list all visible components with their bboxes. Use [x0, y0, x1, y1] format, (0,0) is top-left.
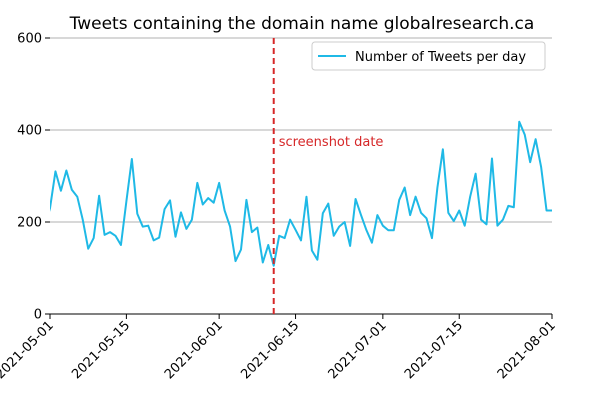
y-tick-label: 600 — [17, 32, 42, 47]
x-tick-label: 2021-05-01 — [0, 318, 57, 382]
series-line — [50, 120, 552, 267]
x-tick-label: 2021-05-15 — [69, 318, 133, 382]
x-axis-ticks: 2021-05-01 2021-05-15 2021-06-01 2021-06-15… — [0, 314, 559, 382]
y-tick-label: 0 — [34, 308, 42, 323]
y-tick-label: 400 — [17, 124, 42, 139]
x-tick-label: 2021-07-01 — [326, 318, 390, 382]
legend: Number of Tweets per day — [311, 41, 546, 71]
legend-frame — [311, 41, 546, 71]
series-group — [50, 120, 552, 267]
y-tick-label: 200 — [17, 216, 42, 231]
y-axis-ticks: 0 200 400 600 — [17, 32, 50, 323]
legend-label: Number of Tweets per day — [355, 50, 526, 65]
chart-title: Tweets containing the domain name global… — [69, 14, 535, 34]
x-tick-label: 2021-07-15 — [402, 318, 466, 382]
annotations-group: screenshot date — [272, 38, 384, 314]
x-tick-label: 2021-08-01 — [495, 318, 559, 382]
x-tick-label: 2021-06-15 — [238, 318, 302, 382]
gridlines — [50, 37, 552, 223]
x-tick-label: 2021-06-01 — [162, 318, 226, 382]
annotation-label: screenshot date — [279, 135, 384, 150]
